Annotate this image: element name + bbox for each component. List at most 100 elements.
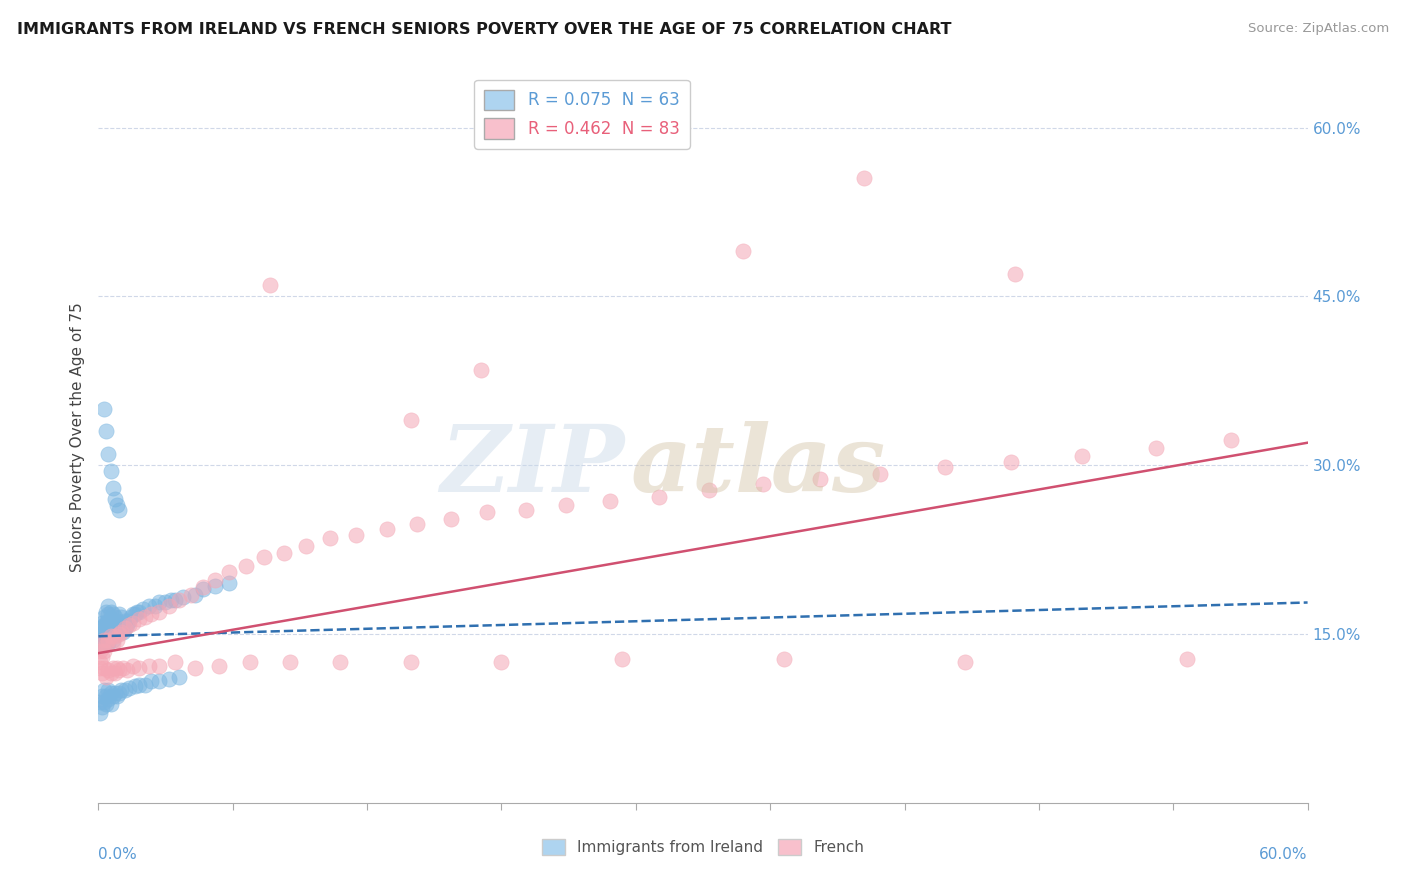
Point [259,278,281,293]
Point [139,674,162,689]
Point [89,621,111,635]
Point [100,605,122,619]
Point [121,658,143,673]
Point [555,498,578,512]
Point [101,615,124,630]
Point [96,670,118,684]
Point [128,661,150,675]
Point [96,621,118,635]
Point [111,624,134,639]
Point [100,685,122,699]
Point [405,516,427,531]
Point [111,615,134,630]
Point [110,610,132,624]
Point [100,697,122,711]
Point [193,582,215,596]
Point [97,447,120,461]
Point [93,661,115,675]
Point [105,614,128,628]
Point [132,602,155,616]
Point [697,483,720,497]
Point [107,627,129,641]
Point [869,467,891,482]
Point [103,610,125,624]
Point [103,629,125,643]
Point [163,655,186,669]
Point [97,614,120,628]
Text: ZIP: ZIP [440,421,624,511]
Point [139,607,162,621]
Point [121,615,143,630]
Point [103,666,125,681]
Point [97,621,120,635]
Point [100,464,122,478]
Point [89,661,111,675]
Point [105,498,128,512]
Point [96,638,118,652]
Point [107,607,129,621]
Point [89,655,111,669]
Point [1070,449,1092,463]
Point [470,362,492,376]
Text: 60.0%: 60.0% [1260,847,1308,862]
Point [114,683,136,698]
Point [93,683,115,698]
Point [105,621,128,635]
Point [163,593,186,607]
Point [89,632,111,647]
Point [93,694,115,708]
Point [118,618,141,632]
Point [218,565,240,579]
Legend: Immigrants from Ireland, French: Immigrants from Ireland, French [536,833,870,861]
Point [93,610,115,624]
Point [114,621,136,635]
Point [143,599,166,613]
Point [91,649,114,664]
Point [124,607,146,621]
Point [97,632,120,647]
Point [110,624,132,639]
Point [853,171,876,186]
Point [124,679,146,693]
Point [96,605,118,619]
Point [128,605,150,619]
Point [97,692,120,706]
Text: Source: ZipAtlas.com: Source: ZipAtlas.com [1249,22,1389,36]
Point [733,244,755,259]
Point [167,593,190,607]
Point [1146,442,1168,456]
Point [599,494,621,508]
Point [235,559,257,574]
Point [103,627,125,641]
Point [344,528,367,542]
Point [89,644,111,658]
Point [128,678,150,692]
Point [329,655,352,669]
Point [93,632,115,647]
Point [105,661,128,675]
Point [93,632,115,647]
Point [115,663,138,677]
Point [148,674,170,689]
Point [148,595,170,609]
Point [110,683,132,698]
Point [1175,652,1198,666]
Point [647,490,669,504]
Point [180,588,202,602]
Point [1000,455,1022,469]
Point [101,481,124,495]
Point [107,503,129,517]
Point [477,506,499,520]
Point [193,580,215,594]
Point [96,697,118,711]
Point [101,607,124,621]
Point [97,663,120,677]
Point [1004,267,1026,281]
Point [118,614,141,628]
Point [153,595,176,609]
Point [120,610,142,624]
Point [91,621,114,635]
Point [138,658,160,673]
Point [253,550,276,565]
Point [100,612,122,626]
